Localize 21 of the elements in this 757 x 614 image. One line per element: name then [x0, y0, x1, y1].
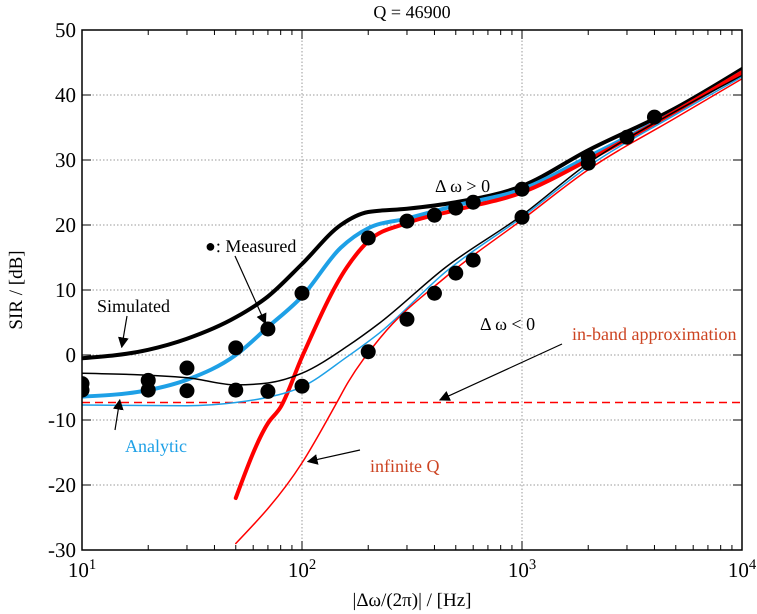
x-tick-label: 10$^{4}$ — [728, 557, 757, 582]
y-tick-label: -20 — [48, 473, 76, 497]
annotation: in-band approximation — [572, 324, 736, 344]
annotation: ●: Measured — [205, 236, 296, 256]
y-tick-label: 20 — [55, 213, 76, 237]
y-tick-label: 50 — [55, 18, 76, 42]
annotation: Δ ω < 0 — [480, 314, 536, 334]
chart-title: Q = 46900 — [373, 2, 451, 22]
x-tick-label: 10$^{3}$ — [508, 557, 536, 582]
y-tick-label: 30 — [55, 148, 76, 172]
annotation: Δ ω > 0 — [435, 176, 490, 196]
annotation: infinite Q — [370, 456, 440, 476]
annotation: Simulated — [97, 296, 170, 316]
x-axis-title: |Δω/(2π)| / [Hz] — [352, 590, 472, 611]
y-tick-label: 10 — [55, 278, 76, 302]
x-tick-label: 10$^{2}$ — [288, 557, 316, 582]
y-tick-label: 40 — [55, 83, 76, 107]
annotation: Analytic — [125, 436, 187, 456]
y-tick-label: -10 — [48, 408, 76, 432]
y-axis-title: SIR / [dB] — [6, 250, 27, 330]
y-tick-label: 0 — [66, 343, 76, 367]
